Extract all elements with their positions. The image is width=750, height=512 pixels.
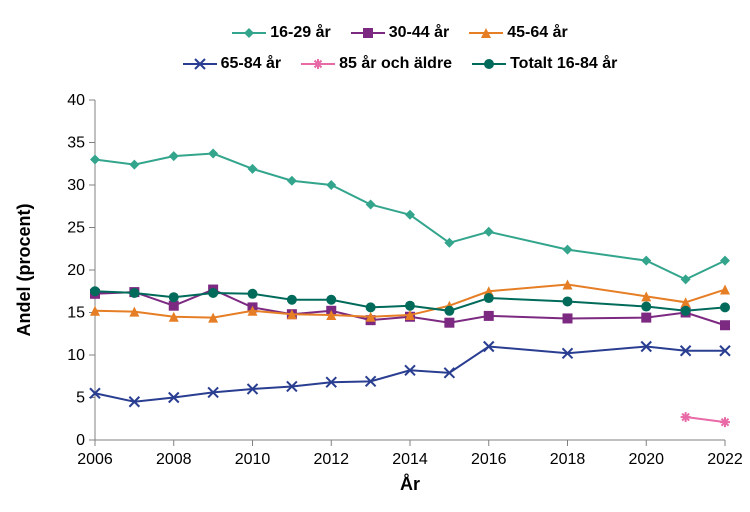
- legend-item: 16-29 år: [232, 20, 331, 46]
- svg-text:2012: 2012: [313, 451, 349, 468]
- svg-text:2016: 2016: [471, 451, 507, 468]
- legend-label: 45-64 år: [507, 20, 568, 46]
- legend-label: Totalt 16-84 år: [510, 51, 617, 77]
- legend-label: 30-44 år: [389, 20, 450, 46]
- legend-item: 45-64 år: [469, 20, 568, 46]
- svg-text:2008: 2008: [156, 451, 192, 468]
- svg-text:Andel (procent): Andel (procent): [14, 203, 34, 336]
- legend-item: 65-84 år: [183, 51, 282, 77]
- svg-text:2020: 2020: [628, 451, 664, 468]
- svg-text:0: 0: [76, 432, 85, 449]
- line-chart: 16-29 år 30-44 år 45-64 år 65-84 år 85 år oc…: [0, 0, 750, 512]
- svg-text:15: 15: [67, 305, 85, 322]
- legend-label: 65-84 år: [221, 51, 282, 77]
- svg-text:10: 10: [67, 347, 85, 364]
- svg-text:5: 5: [76, 390, 85, 407]
- svg-text:25: 25: [67, 220, 85, 237]
- legend-item: Totalt 16-84 år: [472, 51, 617, 77]
- legend-label: 85 år och äldre: [339, 51, 452, 77]
- svg-text:2010: 2010: [235, 451, 271, 468]
- legend-label: 16-29 år: [270, 20, 331, 46]
- svg-text:2018: 2018: [550, 451, 586, 468]
- svg-text:35: 35: [67, 135, 85, 152]
- svg-text:År: År: [400, 474, 420, 494]
- svg-text:20: 20: [67, 262, 85, 279]
- svg-text:30: 30: [67, 177, 85, 194]
- svg-text:2022: 2022: [707, 451, 743, 468]
- legend-item: 85 år och äldre: [301, 51, 452, 77]
- svg-text:2006: 2006: [77, 451, 113, 468]
- svg-text:40: 40: [67, 92, 85, 109]
- legend: 16-29 år 30-44 år 45-64 år 65-84 år 85 år oc…: [150, 18, 650, 81]
- legend-item: 30-44 år: [351, 20, 450, 46]
- svg-text:2014: 2014: [392, 451, 428, 468]
